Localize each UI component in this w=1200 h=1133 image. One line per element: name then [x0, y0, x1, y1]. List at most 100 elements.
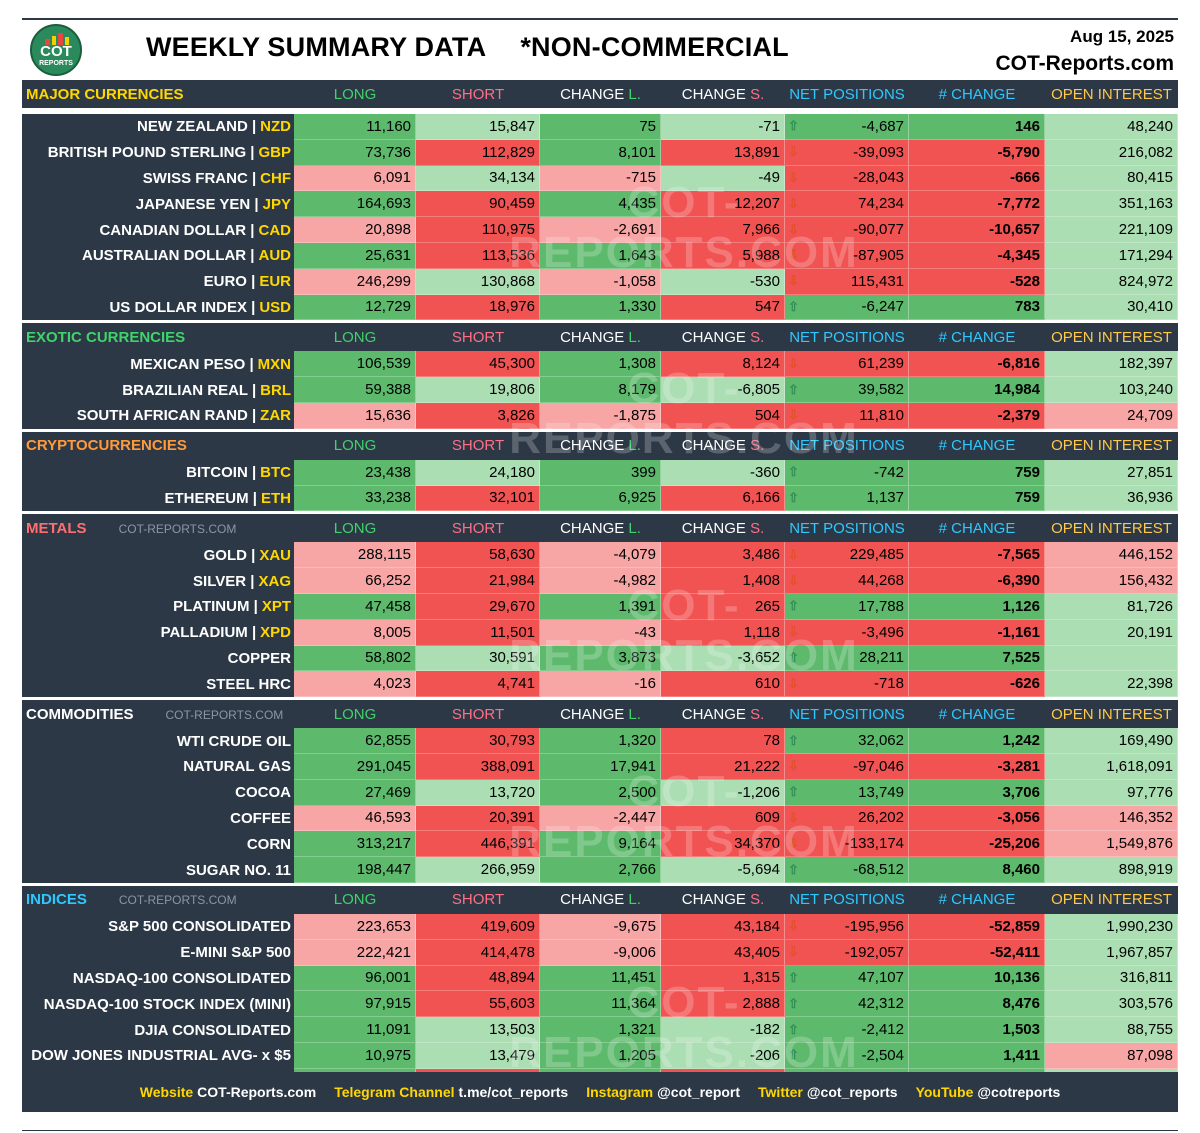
section-separator — [22, 428, 1178, 432]
long-value: 11,160 — [294, 114, 416, 140]
short-value: 18,976 — [416, 294, 540, 321]
open-interest-value: 1,967,857 — [1045, 939, 1178, 966]
arrow-down-icon: ⇩ — [788, 944, 799, 960]
instrument-name: AUSTRALIAN DOLLAR | AUD — [22, 242, 294, 269]
section-title: INDICES COT-REPORTS.COM — [22, 891, 294, 908]
net-positions-value: ⇩ 229,485 — [785, 542, 909, 569]
short-value: 13,503 — [416, 1017, 540, 1043]
site-name: COT-Reports.com — [995, 52, 1174, 75]
table-row: PLATINUM | XPT 47,458 29,670 1,391 265 ⇧ 17,788… — [22, 593, 1178, 620]
footer-value: @cotreports — [977, 1084, 1061, 1100]
col-change-long-suffix: L. — [628, 328, 641, 346]
change-long-value: 1,643 — [540, 242, 661, 269]
change-short-value: 13,891 — [661, 139, 785, 166]
net-positions-value: ⇩ 11,810 — [785, 402, 909, 429]
number-change-value: 10,136 — [909, 965, 1045, 992]
instrument-name: SILVER | XAG — [22, 568, 294, 594]
footer-item[interactable]: Instagram @cot_report — [586, 1084, 740, 1100]
footer-item[interactable]: Twitter @cot_reports — [758, 1084, 898, 1100]
col-open-interest: OPEN INTEREST — [1051, 705, 1172, 723]
open-interest-value: 182,397 — [1045, 351, 1178, 378]
number-change-value: -1,161 — [909, 619, 1045, 646]
col-number-change: # CHANGE — [938, 891, 1016, 909]
col-change-short: CHANGE S. — [681, 328, 765, 346]
net-positions-value: ⇧ -2,504 — [785, 1042, 909, 1069]
col-net-positions: NET POSITIONS — [789, 437, 905, 455]
col-open-interest: OPEN INTEREST — [1051, 328, 1172, 346]
col-short: SHORT — [451, 891, 505, 909]
col-change-long-suffix: L. — [628, 705, 641, 723]
long-value: 96,001 — [294, 965, 416, 992]
change-short-value: -71 — [661, 114, 785, 140]
number-change-value: -626 — [909, 671, 1045, 698]
section-name: MAJOR CURRENCIES — [26, 85, 184, 103]
short-value: 58,630 — [416, 542, 540, 569]
col-change-short: CHANGE S. — [681, 519, 765, 537]
instrument-ticker: XPD — [260, 624, 291, 642]
col-change-long: CHANGE L. — [560, 705, 641, 723]
col-net-positions: NET POSITIONS — [789, 705, 905, 723]
section-title: CRYPTOCURRENCIES — [22, 437, 294, 454]
open-interest-value: 169,490 — [1045, 728, 1178, 754]
number-change-value: 1,126 — [909, 593, 1045, 620]
instrument-name: COCOA — [22, 779, 294, 806]
net-positions-value: ⇩ 26,202 — [785, 805, 909, 832]
report-date: Aug 15, 2025 — [1070, 27, 1174, 46]
footer-label: Twitter — [758, 1084, 803, 1100]
open-interest-value: 87,098 — [1045, 1042, 1178, 1069]
section-name: COMMODITIES — [26, 705, 134, 723]
instrument-ticker: BTC — [260, 464, 291, 482]
col-change-long: CHANGE L. — [560, 437, 641, 455]
table-row: COCOA 27,469 13,720 2,500 -1,206 ⇧ 13,749 3,706… — [22, 779, 1178, 806]
long-value: 59,388 — [294, 377, 416, 403]
instrument-name: WTI CRUDE OIL — [22, 728, 294, 754]
section-name: CRYPTOCURRENCIES — [26, 437, 187, 455]
net-positions-value: ⇩ -87,905 — [785, 242, 909, 269]
net-positions-value: ⇧ 17,788 — [785, 593, 909, 620]
number-change-value: 759 — [909, 485, 1045, 512]
table-row: SUGAR NO. 11 198,447 266,959 2,766 -5,694 ⇧ -6… — [22, 857, 1178, 883]
footer-item[interactable]: Telegram Channel t.me/cot_reports — [334, 1084, 568, 1100]
instrument-ticker: XPT — [261, 598, 291, 616]
change-long-value: 1,320 — [540, 728, 661, 754]
col-long: LONG — [333, 705, 377, 723]
section-header: COMMODITIES COT-REPORTS.COM LONG SHORT CHANG… — [22, 700, 1178, 729]
instrument-name: SWISS FRANC | CHF — [22, 165, 294, 192]
col-open-interest: OPEN INTEREST — [1051, 519, 1172, 537]
long-value: 23,438 — [294, 459, 416, 486]
footer-value: t.me/cot_reports — [458, 1084, 569, 1100]
table-row: CANADIAN DOLLAR | CAD 20,898 110,975 -2,691 7… — [22, 217, 1178, 243]
instrument-name: SOUTH AFRICAN RAND | ZAR — [22, 402, 294, 429]
number-change-value: -528 — [909, 268, 1045, 295]
footer-value: @cot_reports — [806, 1084, 898, 1100]
short-value: 11,501 — [416, 619, 540, 646]
change-short-value: -206 — [661, 1042, 785, 1069]
col-change-long-suffix: L. — [628, 519, 641, 537]
change-long-value: -16 — [540, 671, 661, 698]
change-long-value: 11,364 — [540, 991, 661, 1018]
section-separator — [22, 511, 1178, 515]
instrument-name: SUGAR NO. 11 — [22, 857, 294, 883]
short-value: 13,720 — [416, 779, 540, 806]
change-short-value: 265 — [661, 593, 785, 620]
long-value: 6,091 — [294, 165, 416, 192]
table-row: CORN 313,217 446,391 9,164 34,370 ⇩ -133,174 -2… — [22, 831, 1178, 858]
number-change-value: -4,345 — [909, 242, 1045, 269]
table-row: NATURAL GAS 291,045 388,091 17,941 21,222 ⇩ -9… — [22, 753, 1178, 780]
instrument-name: ETHEREUM | ETH — [22, 485, 294, 512]
long-value: 25,631 — [294, 242, 416, 269]
instrument-ticker: XAG — [258, 572, 291, 590]
open-interest-value — [1045, 645, 1178, 672]
top-rule — [22, 18, 1178, 20]
open-interest-value: 80,415 — [1045, 165, 1178, 192]
change-short-value: 3,486 — [661, 542, 785, 569]
col-change-short: CHANGE S. — [681, 85, 765, 103]
footer-item[interactable]: YouTube @cotreports — [916, 1084, 1061, 1100]
instrument-ticker: CAD — [258, 221, 292, 239]
long-value: 97,915 — [294, 991, 416, 1018]
table-row: BITCOIN | BTC 23,438 24,180 399 -360 ⇧ -742 759 2… — [22, 459, 1178, 486]
footer-item[interactable]: Website COT-Reports.com — [140, 1084, 316, 1100]
section-separator — [22, 320, 1178, 324]
change-short-value: -3,652 — [661, 645, 785, 672]
change-short-value: 609 — [661, 805, 785, 832]
